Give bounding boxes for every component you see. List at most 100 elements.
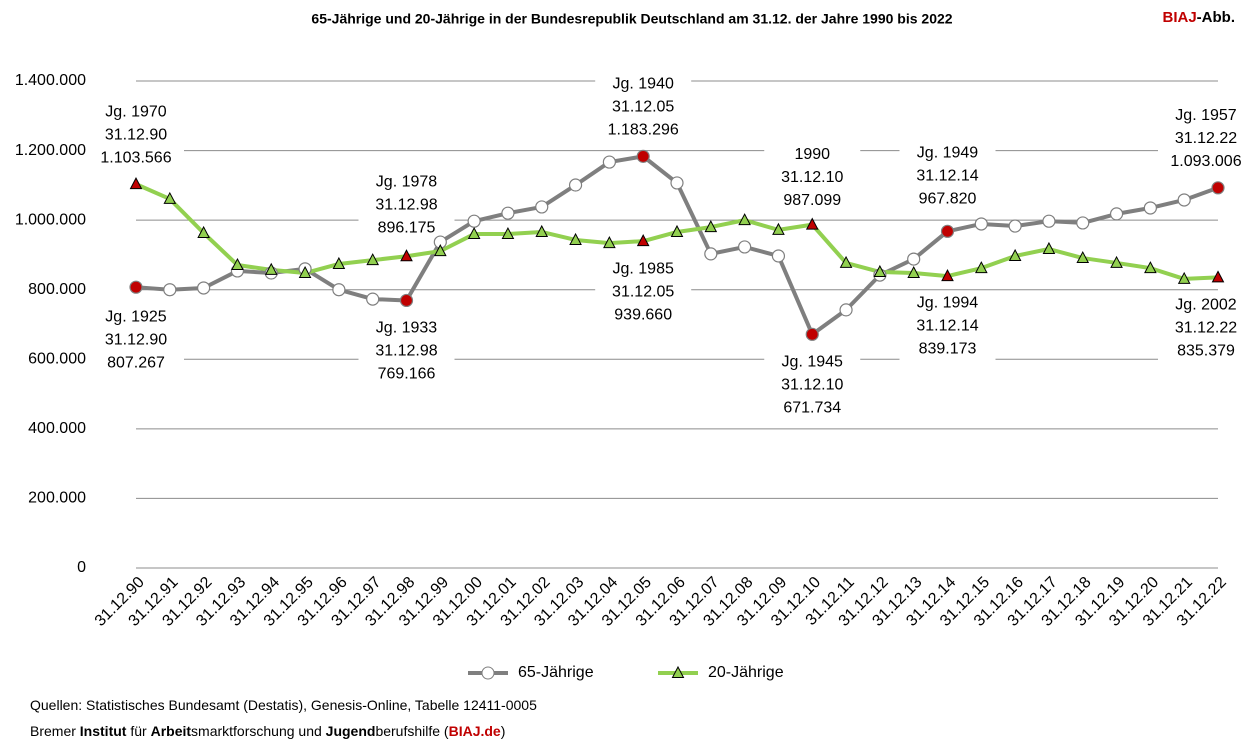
point bbox=[163, 283, 177, 297]
annotation-text: 1.093.006 bbox=[1170, 153, 1241, 170]
annotation-text: 987.099 bbox=[783, 192, 841, 209]
annotation-text: 31.12.05 bbox=[612, 99, 674, 116]
point bbox=[366, 292, 380, 306]
annotation-text: Jg. 1940 bbox=[612, 76, 673, 93]
annotation-text: Jg. 1933 bbox=[376, 320, 437, 337]
point bbox=[1008, 248, 1022, 261]
point bbox=[433, 244, 447, 257]
point bbox=[1177, 271, 1191, 284]
point bbox=[467, 226, 481, 240]
source: Quellen: Statistisches Bundesamt (Destat… bbox=[30, 697, 537, 713]
annotation-box bbox=[764, 350, 861, 421]
source-part: für bbox=[126, 723, 150, 739]
annotation-box bbox=[899, 141, 996, 212]
annotation-text: 807.267 bbox=[107, 354, 165, 371]
point bbox=[1008, 219, 1022, 233]
annotation-text: 31.12.10 bbox=[781, 377, 843, 394]
annotation-text: 31.12.14 bbox=[916, 168, 978, 185]
point bbox=[636, 149, 650, 163]
point bbox=[941, 269, 954, 282]
legend-marker bbox=[481, 666, 495, 680]
point bbox=[1076, 216, 1090, 230]
source-part: Quellen: Statistisches Bundesamt (Destat… bbox=[30, 697, 537, 713]
y-tick-label: 0 bbox=[77, 559, 86, 576]
point bbox=[163, 191, 177, 204]
annotation-text: 31.12.90 bbox=[105, 126, 167, 143]
annotation-box bbox=[595, 72, 692, 143]
annotation-text: 835.379 bbox=[1177, 343, 1235, 360]
point bbox=[129, 177, 143, 190]
annotation-text: 31.12.22 bbox=[1175, 320, 1237, 337]
chart-title: 65-Jährige und 20-Jährige in der Bundesr… bbox=[311, 11, 952, 27]
point bbox=[501, 206, 515, 220]
source: Bremer Institut für Arbeitsmarktforschun… bbox=[30, 723, 505, 739]
annotation-text: Jg. 1925 bbox=[105, 308, 166, 325]
point bbox=[704, 247, 718, 261]
source-part: Institut bbox=[80, 723, 127, 739]
annotation-text: Jg. 2002 bbox=[1175, 297, 1236, 314]
annotation-box bbox=[358, 170, 455, 241]
point bbox=[907, 252, 921, 266]
point bbox=[1211, 270, 1225, 283]
point bbox=[670, 224, 684, 237]
point bbox=[1042, 241, 1056, 255]
point bbox=[332, 256, 346, 269]
point bbox=[805, 327, 819, 341]
annotation-box bbox=[88, 305, 184, 376]
point bbox=[636, 234, 650, 247]
point bbox=[772, 222, 785, 235]
legend-label: 65-Jährige bbox=[518, 664, 594, 681]
point bbox=[603, 236, 616, 249]
annotation-text: 671.734 bbox=[783, 400, 841, 417]
annotation-text: 769.166 bbox=[378, 366, 436, 383]
y-tick-label: 600.000 bbox=[28, 351, 86, 368]
point bbox=[738, 240, 752, 254]
annotation-text: 31.12.05 bbox=[612, 283, 674, 300]
y-tick-label: 1.400.000 bbox=[15, 72, 86, 89]
point bbox=[1144, 261, 1157, 274]
point bbox=[940, 224, 955, 238]
point bbox=[1110, 255, 1123, 268]
annotation-text: Jg. 1957 bbox=[1175, 107, 1236, 124]
annotation-text: 1.183.296 bbox=[608, 122, 679, 139]
source-part: Bremer bbox=[30, 723, 80, 739]
annotation-text: 1.103.566 bbox=[100, 149, 171, 166]
annotation-text: 31.12.90 bbox=[105, 331, 167, 348]
point bbox=[231, 257, 244, 271]
point bbox=[535, 224, 549, 237]
point bbox=[907, 265, 921, 279]
point bbox=[974, 217, 988, 231]
annotation-text: 31.12.10 bbox=[781, 169, 843, 186]
y-tick-label: 1.200.000 bbox=[15, 142, 86, 159]
annotation-text: Jg. 1945 bbox=[782, 354, 843, 371]
point bbox=[1143, 201, 1157, 215]
annotation-text: Jg. 1970 bbox=[105, 103, 166, 120]
point bbox=[501, 226, 515, 240]
annotations: Jg. 1970 31.12.90 1.103.566 Jg. 1925 31.12.9… bbox=[88, 72, 1247, 421]
point bbox=[1042, 214, 1056, 228]
annotation-box bbox=[1158, 103, 1247, 174]
point bbox=[569, 232, 582, 245]
point bbox=[399, 293, 414, 308]
point bbox=[771, 249, 786, 263]
legend-marker bbox=[671, 665, 685, 678]
point bbox=[738, 213, 751, 226]
annotation-box bbox=[595, 257, 692, 328]
point bbox=[873, 264, 887, 277]
point bbox=[264, 262, 278, 275]
point bbox=[298, 265, 312, 279]
point bbox=[568, 178, 583, 192]
point bbox=[366, 253, 380, 266]
annotation-box bbox=[764, 142, 861, 213]
logo: BIAJ-Abb. bbox=[1162, 9, 1235, 26]
annotation-text: 31.12.98 bbox=[375, 196, 437, 213]
source-part: Jugend bbox=[326, 723, 376, 739]
annotation-text: Jg. 1994 bbox=[917, 294, 978, 311]
point bbox=[197, 225, 210, 239]
logo-part: BIAJ bbox=[1162, 9, 1196, 26]
point bbox=[839, 255, 853, 268]
annotation-text: Jg. 1978 bbox=[376, 173, 437, 190]
annotation-text: Jg. 1949 bbox=[917, 145, 978, 162]
annotation-box bbox=[899, 291, 996, 362]
